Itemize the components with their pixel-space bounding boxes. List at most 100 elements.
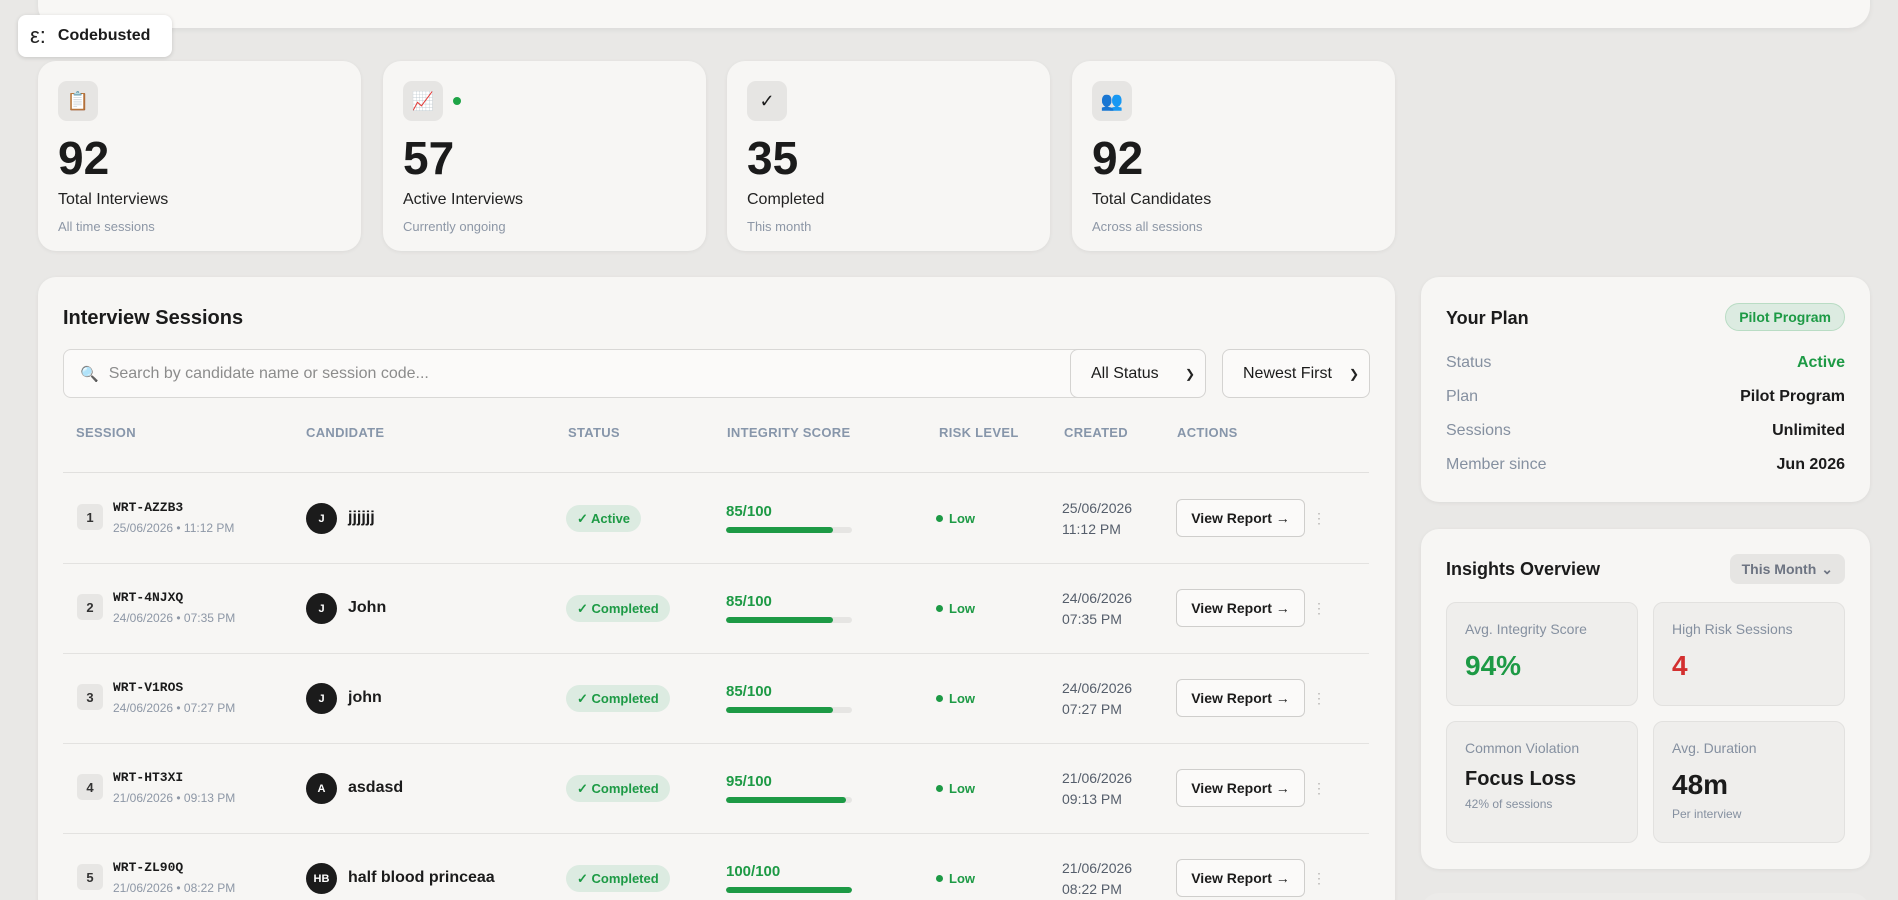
interview-sessions-panel: Interview Sessions 🔍 All Status ❯ Newest… [38,277,1395,900]
column-header-status[interactable]: STATUS [568,425,620,440]
plan-row-label: Member since [1446,456,1547,473]
stat-card-total-candidates: 👥 92 Total Candidates Across all session… [1072,61,1395,251]
insights-title: Insights Overview [1446,559,1601,579]
integrity-score-bar-fill [726,797,846,803]
search-input[interactable] [108,364,1076,383]
created-date-day: 24/06/2026 [1062,590,1133,606]
session-datetime: 25/06/2026 • 11:12 PM [113,521,235,535]
session-datetime: 24/06/2026 • 07:35 PM [113,611,236,625]
risk-dot-icon [936,605,943,612]
chevron-down-icon: ⌄ [1821,560,1833,577]
row-number: 3 [77,684,103,710]
chart-trend-icon: 📈 [403,81,443,121]
column-header-created[interactable]: CREATED [1064,425,1128,440]
avatar: J [306,683,337,714]
table-row[interactable]: 2 WRT-4NJXQ 24/06/2026 • 07:35 PM J John ✓ Co… [63,564,1369,654]
status-badge: ✓ Active [566,505,642,532]
next-panel-edge [1421,893,1870,900]
metric-high-risk-sessions: High Risk Sessions 4 [1653,602,1845,706]
created-date-time: 07:35 PM [1062,611,1122,627]
integrity-score: 85/100 [726,503,772,520]
risk-level: Low [936,781,975,796]
candidate-name: John [348,599,387,616]
metric-value: 4 [1672,650,1688,681]
metric-label: Common Violation [1465,740,1580,756]
stat-label: Active Interviews [403,191,524,208]
column-header-integrity-score[interactable]: INTEGRITY SCORE [727,425,851,440]
session-datetime: 21/06/2026 • 08:22 PM [113,881,236,895]
top-navigation-bar [38,0,1870,28]
period-dropdown[interactable]: This Month ⌄ [1729,554,1845,584]
metric-label: Avg. Integrity Score [1465,621,1587,637]
plan-row-sessions: Sessions Unlimited [1446,422,1845,440]
stat-label: Total Candidates [1092,191,1212,208]
session-code: WRT-V1ROS [113,680,184,695]
sort-value: Newest First [1243,364,1332,382]
risk-level: Low [936,511,975,526]
search-box[interactable]: 🔍 [63,349,1093,398]
column-header-candidate[interactable]: CANDIDATE [306,425,385,440]
status-badge: ✓ Completed [566,865,670,892]
table-header: SESSION CANDIDATE STATUS INTEGRITY SCORE… [63,425,1369,473]
more-options-icon[interactable]: ⋮ [1312,690,1326,706]
plan-title: Your Plan [1446,308,1529,328]
view-report-button[interactable]: View Report → [1176,679,1305,717]
plan-row-label: Sessions [1446,422,1511,439]
avatar: J [306,593,337,624]
session-code: WRT-HT3XI [113,770,184,785]
risk-label: Low [949,781,975,796]
integrity-score-bar-fill [726,617,834,623]
metric-value: 94% [1465,650,1522,681]
chevron-down-icon: ❯ [1348,366,1359,381]
plan-row-value: Jun 2026 [1776,456,1845,473]
view-report-button[interactable]: View Report → [1176,499,1305,537]
more-options-icon[interactable]: ⋮ [1312,780,1326,796]
period-value: This Month [1741,561,1817,577]
risk-label: Low [949,871,975,886]
metric-subtext: 42% of sessions [1465,797,1553,811]
row-number: 1 [77,504,103,530]
view-report-button[interactable]: View Report → [1176,589,1305,627]
row-number: 5 [77,864,103,890]
column-header-session[interactable]: SESSION [76,425,136,440]
column-header-actions: ACTIONS [1177,425,1238,440]
view-report-button[interactable]: View Report → [1176,769,1305,807]
session-code: WRT-AZZB3 [113,500,184,515]
plan-row-value: Pilot Program [1740,388,1845,405]
created-date-day: 24/06/2026 [1062,680,1133,696]
plan-row-plan: Plan Pilot Program [1446,388,1845,406]
risk-label: Low [949,691,975,706]
plan-row-value: Unlimited [1772,422,1845,439]
plan-row-label: Status [1446,354,1492,371]
session-code: WRT-ZL90Q [113,860,184,875]
sort-select[interactable]: Newest First ❯ [1222,349,1370,398]
metric-label: Avg. Duration [1672,740,1757,756]
brand-logo[interactable]: ε: Codebusted [18,15,172,57]
status-filter-select[interactable]: All Status ❯ [1070,349,1206,398]
more-options-icon[interactable]: ⋮ [1312,870,1326,886]
candidate-name: half blood princeaa [348,869,495,886]
avatar: J [306,503,337,534]
stat-value: 92 [1092,132,1144,184]
more-options-icon[interactable]: ⋮ [1312,510,1326,526]
column-header-risk-level[interactable]: RISK LEVEL [939,425,1019,440]
integrity-score-bar [726,797,852,803]
stat-subtext: All time sessions [58,219,155,234]
plan-row-status: Status Active [1446,354,1845,372]
integrity-score: 85/100 [726,593,772,610]
risk-dot-icon [936,695,943,702]
people-icon: 👥 [1092,81,1132,121]
view-report-button[interactable]: View Report → [1176,859,1305,897]
created-date: 25/06/2026 11:12 PM [1062,498,1132,540]
integrity-score-bar-fill [726,707,834,713]
stat-value: 92 [58,132,110,184]
integrity-score: 95/100 [726,773,772,790]
integrity-score-bar [726,527,852,533]
table-row[interactable]: 5 WRT-ZL90Q 21/06/2026 • 08:22 PM HB half bl… [63,834,1369,900]
stat-subtext: This month [747,219,812,234]
more-options-icon[interactable]: ⋮ [1312,600,1326,616]
status-badge: ✓ Completed [566,685,670,712]
